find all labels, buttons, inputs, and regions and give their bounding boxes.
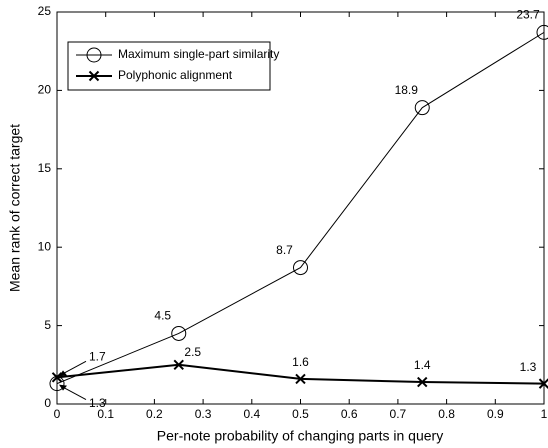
y-tick-label: 20 [38,83,52,97]
data-label: 1.4 [414,358,431,372]
y-axis-label: Mean rank of correct target [7,124,23,292]
y-tick-label: 10 [38,239,52,253]
data-label: 1.3 [89,396,106,410]
x-tick-label: 1 [541,407,548,421]
data-label: 1.3 [520,360,537,374]
x-tick-label: 0.8 [438,407,455,421]
legend-box [67,41,271,91]
x-axis-label: Per-note probability of changing parts i… [157,428,443,444]
x-tick-label: 0.9 [487,407,504,421]
data-label: 1.7 [89,350,106,364]
y-tick-label: 15 [38,161,52,175]
data-point [173,359,184,371]
data-point [536,24,548,40]
y-tick-label: 0 [44,396,51,410]
data-point [51,372,63,383]
data-point [171,325,187,341]
legend-label: Maximum single-part similarity [118,47,279,61]
x-tick-label: 0.3 [195,407,212,421]
legend-marker [88,70,100,82]
data-label: 1.6 [292,355,309,369]
data-label: 8.7 [276,243,293,257]
x-tick-label: 0.7 [390,407,407,421]
x-tick-label: 0.2 [146,407,163,421]
annotation-arrowhead [59,370,67,377]
x-tick-label: 0.1 [97,407,114,421]
series-line [56,31,545,385]
data-label: 23.7 [516,8,540,22]
x-tick-label: 0.6 [341,407,358,421]
data-point [295,373,306,385]
x-tick-label: 0.5 [292,407,309,421]
x-tick-label: 0.4 [243,407,260,421]
annotation-arrowhead [59,384,67,391]
data-point [538,378,548,389]
data-point [293,260,308,276]
y-tick-label: 5 [44,318,51,332]
legend-label: Polyphonic alignment [118,68,233,82]
x-tick-label: 0 [54,407,61,421]
data-label: 4.5 [154,309,171,323]
data-label: 2.5 [184,345,201,359]
y-tick-label: 25 [38,4,52,18]
data-point [417,376,428,388]
data-label: 18.9 [395,83,419,97]
data-point [414,100,430,116]
legend-marker [86,47,102,63]
